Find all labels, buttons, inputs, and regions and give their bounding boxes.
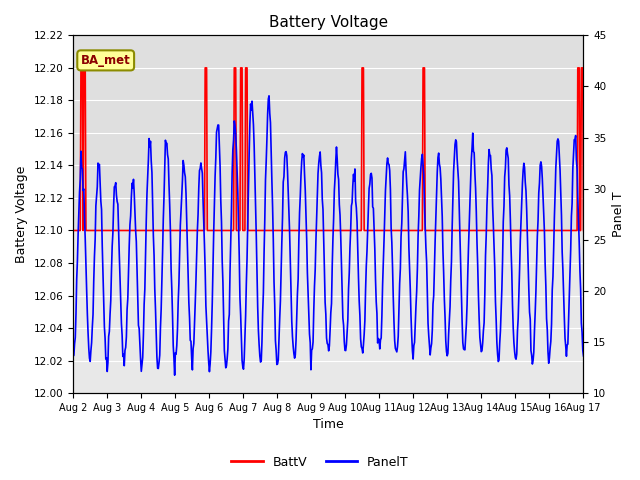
Title: Battery Voltage: Battery Voltage	[269, 15, 388, 30]
Bar	[73, 36, 584, 230]
Y-axis label: Battery Voltage: Battery Voltage	[15, 166, 28, 263]
X-axis label: Time: Time	[313, 419, 344, 432]
Text: BA_met: BA_met	[81, 54, 131, 67]
Y-axis label: Panel T: Panel T	[612, 192, 625, 237]
Legend: BattV, PanelT: BattV, PanelT	[227, 451, 413, 474]
